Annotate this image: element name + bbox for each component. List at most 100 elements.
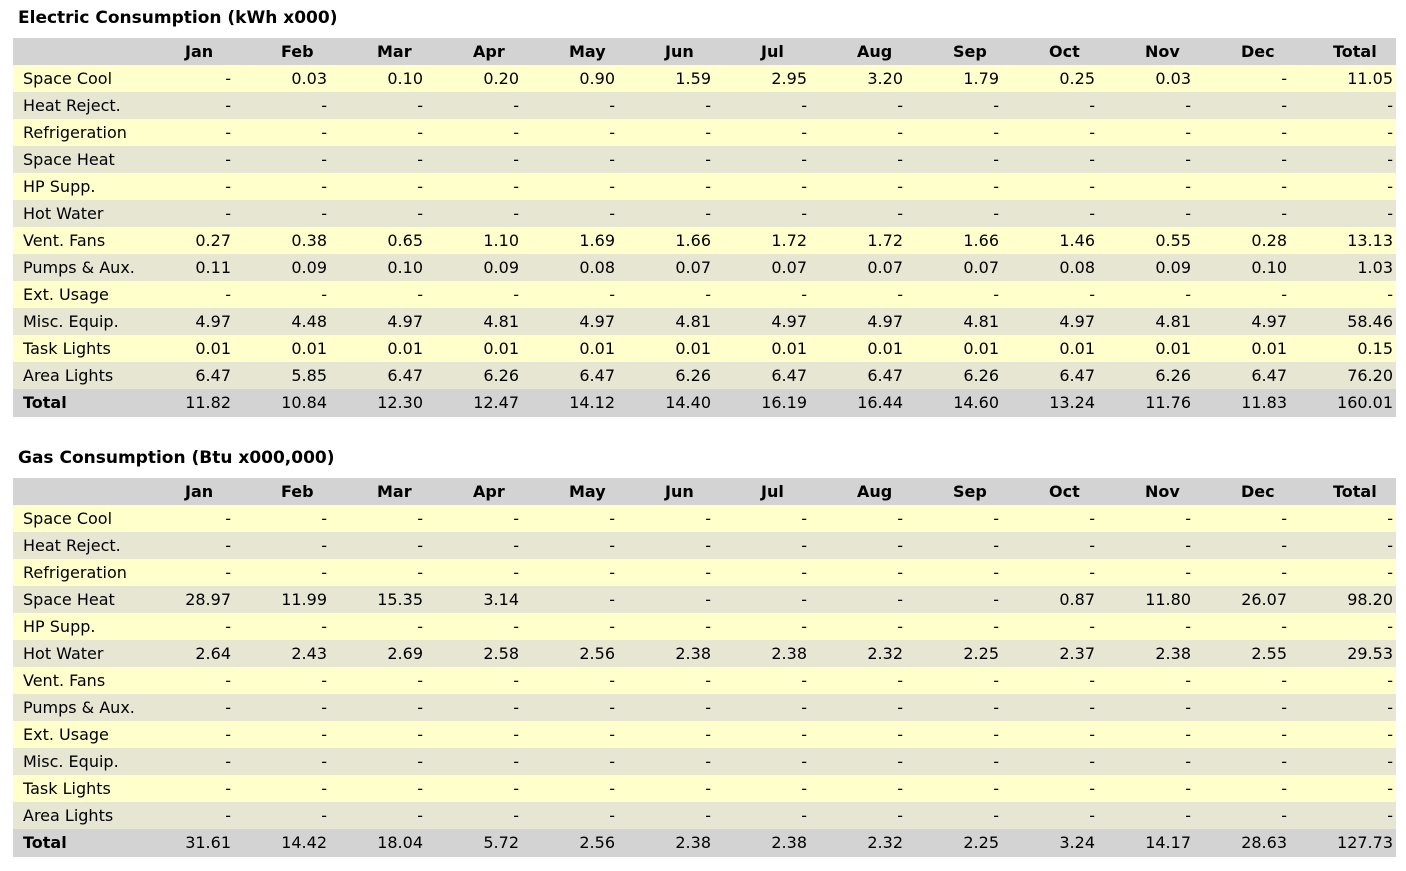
table-row: Misc. Equip. - - - - - - - - - - - - - xyxy=(13,748,1396,775)
row-label: Refrigeration xyxy=(23,563,127,582)
value-cell: - xyxy=(1281,536,1287,555)
value-cell: - xyxy=(993,285,999,304)
value-cell: - xyxy=(609,204,615,223)
value-cell: - xyxy=(897,698,903,717)
header-row: Jan Feb Mar Apr May Jun Jul Aug Sep Oct Nov Dec Tota… xyxy=(13,478,1396,505)
row-label: Vent. Fans xyxy=(23,671,106,690)
value-cell: - xyxy=(513,806,519,825)
row-total-cell: - xyxy=(1387,779,1393,798)
value-cell: - xyxy=(609,725,615,744)
row-total-cell: - xyxy=(1387,177,1393,196)
value-cell: - xyxy=(417,123,423,142)
value-cell: - xyxy=(1185,150,1191,169)
column-header-nov: Nov xyxy=(1105,38,1201,65)
value-cell: - xyxy=(801,563,807,582)
monthly-total-cell: 14.42 xyxy=(281,833,327,852)
row-total-cell: 58.46 xyxy=(1347,312,1393,331)
value-cell: - xyxy=(897,617,903,636)
column-header-mar: Mar xyxy=(337,478,433,505)
value-cell: - xyxy=(1089,285,1095,304)
value-cell: - xyxy=(993,177,999,196)
value-cell: 0.01 xyxy=(291,339,327,358)
value-cell: - xyxy=(1281,617,1287,636)
value-cell: 0.11 xyxy=(195,258,231,277)
value-cell: - xyxy=(1089,725,1095,744)
value-cell: 0.08 xyxy=(1059,258,1095,277)
value-cell: - xyxy=(609,177,615,196)
value-cell: - xyxy=(225,725,231,744)
table-row: Hot Water 2.64 2.43 2.69 2.58 2.56 2.38 2.38 2.3… xyxy=(13,640,1396,667)
row-total-cell: - xyxy=(1387,671,1393,690)
value-cell: - xyxy=(801,536,807,555)
value-cell: - xyxy=(705,590,711,609)
value-cell: - xyxy=(609,590,615,609)
value-cell: - xyxy=(801,806,807,825)
value-cell: - xyxy=(321,563,327,582)
value-cell: - xyxy=(513,123,519,142)
row-total-cell: 29.53 xyxy=(1347,644,1393,663)
gas-consumption-title: Gas Consumption (Btu x000,000) xyxy=(18,448,335,468)
value-cell: - xyxy=(321,617,327,636)
row-total-cell: 0.15 xyxy=(1357,339,1393,358)
table-row: Vent. Fans - - - - - - - - - - - - - xyxy=(13,667,1396,694)
value-cell: 6.47 xyxy=(1251,366,1287,385)
value-cell: - xyxy=(993,698,999,717)
monthly-total-cell: 12.47 xyxy=(473,393,519,412)
row-label: Task Lights xyxy=(23,339,111,358)
value-cell: - xyxy=(513,563,519,582)
row-total-cell: - xyxy=(1387,617,1393,636)
value-cell: - xyxy=(993,779,999,798)
value-cell: 1.66 xyxy=(675,231,711,250)
value-cell: 0.09 xyxy=(1155,258,1191,277)
value-cell: - xyxy=(225,698,231,717)
value-cell: 6.47 xyxy=(579,366,615,385)
value-cell: - xyxy=(897,563,903,582)
value-cell: - xyxy=(993,806,999,825)
value-cell: 2.25 xyxy=(963,644,999,663)
value-cell: - xyxy=(225,177,231,196)
value-cell: - xyxy=(705,698,711,717)
value-cell: - xyxy=(417,150,423,169)
row-total-cell: - xyxy=(1387,563,1393,582)
table-row: Misc. Equip. 4.97 4.48 4.97 4.81 4.97 4.81 4.97… xyxy=(13,308,1396,335)
value-cell: 1.72 xyxy=(771,231,807,250)
value-cell: - xyxy=(1281,177,1287,196)
value-cell: 15.35 xyxy=(377,590,423,609)
value-cell: - xyxy=(513,752,519,771)
value-cell: 0.01 xyxy=(963,339,999,358)
table-row: HP Supp. - - - - - - - - - - - - - xyxy=(13,613,1396,640)
value-cell: - xyxy=(513,285,519,304)
table-row: Area Lights - - - - - - - - - - - - - xyxy=(13,802,1396,829)
row-total-cell: - xyxy=(1387,204,1393,223)
value-cell: - xyxy=(1089,779,1095,798)
value-cell: 2.55 xyxy=(1251,644,1287,663)
column-header-nov: Nov xyxy=(1105,478,1201,505)
value-cell: - xyxy=(321,150,327,169)
row-total-cell: 1.03 xyxy=(1357,258,1393,277)
row-total-cell: - xyxy=(1387,150,1393,169)
value-cell: - xyxy=(897,779,903,798)
value-cell: - xyxy=(1281,69,1287,88)
value-cell: 2.38 xyxy=(675,644,711,663)
value-cell: - xyxy=(225,285,231,304)
value-cell: 0.01 xyxy=(387,339,423,358)
column-header-may: May xyxy=(529,38,625,65)
grand-total-cell: 160.01 xyxy=(1337,393,1393,412)
value-cell: - xyxy=(993,96,999,115)
value-cell: - xyxy=(513,536,519,555)
column-header-may: May xyxy=(529,478,625,505)
monthly-total-cell: 14.17 xyxy=(1145,833,1191,852)
value-cell: 0.10 xyxy=(387,69,423,88)
value-cell: - xyxy=(609,752,615,771)
value-cell: 3.14 xyxy=(483,590,519,609)
table-row: Refrigeration - - - - - - - - - - - - - xyxy=(13,119,1396,146)
monthly-total-cell: 14.12 xyxy=(569,393,615,412)
value-cell: - xyxy=(801,204,807,223)
value-cell: 1.79 xyxy=(963,69,999,88)
value-cell: 11.99 xyxy=(281,590,327,609)
value-cell: 2.32 xyxy=(867,644,903,663)
value-cell: 6.26 xyxy=(483,366,519,385)
value-cell: - xyxy=(1281,725,1287,744)
value-cell: 4.81 xyxy=(483,312,519,331)
value-cell: - xyxy=(609,563,615,582)
